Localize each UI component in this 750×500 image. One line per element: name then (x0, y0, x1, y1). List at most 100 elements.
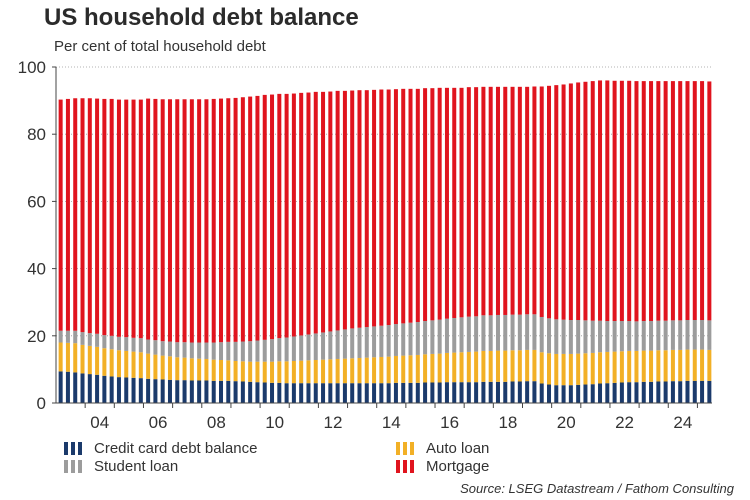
bar-student (146, 339, 151, 354)
bar-student (379, 325, 384, 357)
bar-auto (576, 353, 581, 385)
bar-mortgage (313, 91, 318, 334)
bar-credit (219, 380, 224, 403)
legend-auto-loan: Auto loan (396, 440, 489, 457)
bar-credit (481, 381, 486, 403)
bar-mortgage (401, 88, 406, 324)
bar-student (204, 342, 209, 359)
legend-swatch-credit-card (64, 442, 82, 455)
bar-credit (189, 380, 194, 403)
x-tick-label: 04 (90, 413, 109, 432)
bar-credit (547, 384, 552, 403)
bar-mortgage (175, 99, 180, 343)
bar-mortgage (116, 99, 121, 337)
axes (52, 66, 712, 408)
bar-mortgage (160, 99, 165, 342)
bar-student (248, 341, 253, 362)
bar-auto (182, 357, 187, 381)
bar-auto (495, 350, 500, 382)
gridlines (56, 66, 712, 337)
bar-credit (226, 380, 231, 403)
bar-student (700, 320, 705, 350)
bar-auto (627, 350, 632, 383)
bar-credit (80, 373, 85, 403)
bar-student (109, 335, 114, 350)
bar-student (357, 327, 362, 358)
bar-credit (328, 383, 333, 403)
bar-mortgage (364, 90, 369, 328)
bar-auto (146, 353, 151, 379)
bar-mortgage (299, 92, 304, 336)
bar-mortgage (539, 86, 544, 317)
bar-credit (73, 372, 78, 403)
bar-student (306, 334, 311, 361)
bar-auto (255, 361, 260, 383)
bar-student (627, 321, 632, 351)
bar-credit (124, 377, 129, 403)
bar-credit (488, 381, 493, 403)
bar-mortgage (189, 99, 194, 343)
bar-credit (379, 383, 384, 403)
bar-student (423, 321, 428, 355)
bar-student (284, 337, 289, 362)
bar-credit (554, 385, 559, 403)
bar-student (73, 330, 78, 344)
bar-auto (262, 361, 267, 383)
bar-auto (459, 352, 464, 383)
bar-credit (240, 381, 245, 403)
bar-mortgage (277, 93, 282, 339)
bar-auto (685, 349, 690, 381)
bar-mortgage (474, 87, 479, 317)
bar-student (219, 342, 224, 360)
bar-mortgage (547, 85, 552, 319)
bar-auto (656, 350, 661, 382)
bar-auto (342, 358, 347, 384)
legend-swatch-student-loan (64, 460, 82, 473)
bar-mortgage (663, 81, 668, 321)
bar-credit (474, 382, 479, 403)
bar-credit (656, 381, 661, 403)
bar-mortgage (109, 98, 114, 336)
bar-auto (532, 349, 537, 382)
bar-auto (284, 361, 289, 384)
source-note: Source: LSEG Datastream / Fathom Consult… (460, 481, 734, 496)
bar-auto (517, 350, 522, 382)
bar-credit (313, 383, 318, 403)
bar-mortgage (65, 98, 70, 331)
bar-mortgage (408, 88, 413, 323)
bar-mortgage (379, 89, 384, 326)
bar-auto (357, 357, 362, 384)
legend-label-mortgage: Mortgage (426, 458, 490, 475)
bar-credit (444, 382, 449, 403)
bar-auto (466, 351, 471, 383)
bar-mortgage (167, 99, 172, 342)
x-tick-label: 08 (207, 413, 226, 432)
bar-mortgage (678, 81, 683, 321)
bar-mortgage (386, 89, 391, 326)
bar-mortgage (503, 86, 508, 315)
bar-auto (707, 349, 712, 381)
x-tick-label: 06 (149, 413, 168, 432)
bar-auto (430, 353, 435, 383)
bar-credit (350, 383, 355, 403)
legend-label-credit-card: Credit card debt balance (94, 440, 258, 457)
bar-auto (299, 360, 304, 384)
bar-mortgage (481, 86, 486, 316)
bar-student (87, 333, 92, 346)
bar-auto (291, 361, 296, 384)
x-tick-label: 20 (557, 413, 576, 432)
bar-credit (612, 382, 617, 403)
bar-auto (211, 359, 216, 381)
bar-student (393, 324, 398, 356)
bar-student (299, 335, 304, 361)
bar-auto (204, 358, 209, 381)
bar-student (262, 339, 267, 362)
bar-credit (299, 383, 304, 403)
bar-student (335, 330, 340, 359)
bar-credit (160, 379, 165, 403)
bar-student (532, 314, 537, 350)
bar-auto (240, 361, 245, 382)
bar-student (277, 338, 282, 362)
legend-label-student-loan: Student loan (94, 458, 179, 475)
x-tick-label: 10 (265, 413, 284, 432)
